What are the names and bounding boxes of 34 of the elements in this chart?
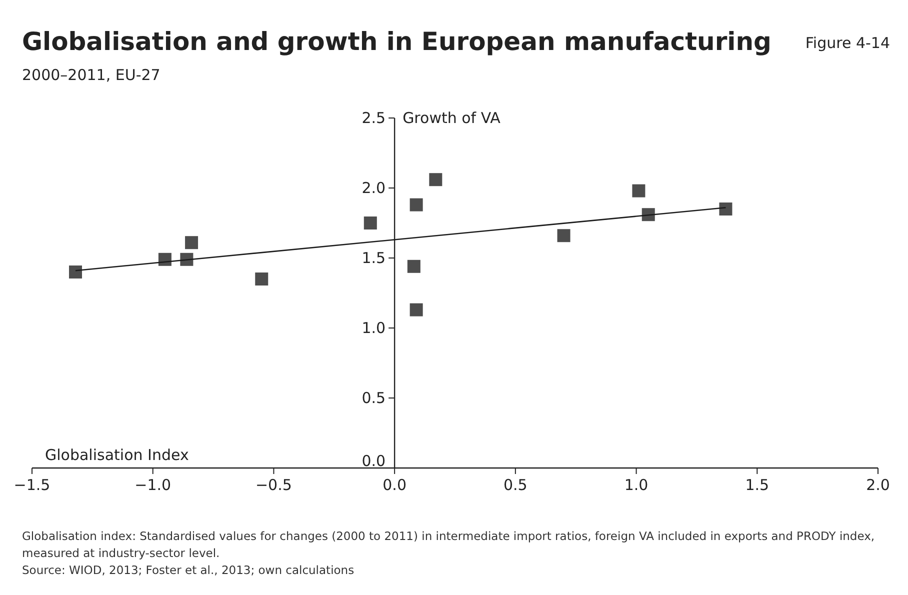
point [407,260,420,273]
y-tick-label: 1.0 [362,319,386,337]
y-tick-label: 2.0 [362,179,386,197]
y-tick-label: 1.5 [362,249,386,267]
chart-subtitle: 2000–2011, EU-27 [22,66,160,84]
text: Globalisation index: Standardised values for changes (2000 to 2011) in intermediate import ratios, foreign VA included in exports and PRODY index, measured at industry-sector level. [22,529,875,560]
point [632,184,646,198]
y-tick-label: 2.5 [362,109,386,127]
y-axis-title: Growth of VA [402,109,502,127]
point [185,236,198,250]
point [158,252,172,266]
x-tick-label: 0.5 [504,476,528,494]
point [410,303,423,316]
source-note: Source: WIOD, 2013; Foster et al., 2013; own calculations [22,563,354,577]
x-axis-title: Globalisation Index [45,446,189,464]
x-tick-label: 1.0 [624,476,648,494]
x-tick-label: 0.0 [382,476,406,494]
point [557,229,570,242]
chart-title: Globalisation and growth in European manufacturing [22,27,772,56]
x-tick-label: 2.0 [866,476,890,494]
point [410,198,423,212]
x-tick-label: 1.5 [745,476,770,494]
caption: Figure 4-14 [805,34,890,52]
x-tick-label: −0.5 [255,476,292,494]
point [255,272,268,286]
y-tick-label: 0.5 [362,389,386,407]
point [69,266,82,278]
point [642,208,655,222]
point [429,173,442,186]
point [719,202,732,216]
x-tick-label: −1.5 [14,476,50,494]
x-tick-label: −1.0 [134,476,172,494]
y-tick-label: 0.0 [362,452,386,470]
point [364,216,377,230]
